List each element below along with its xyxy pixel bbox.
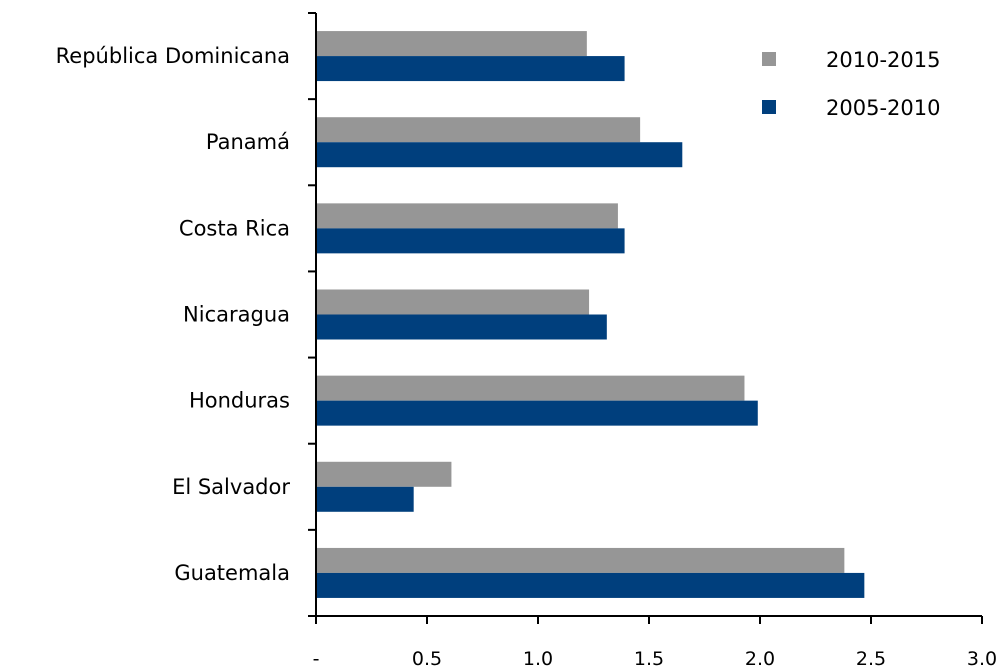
bar-series2 bbox=[316, 56, 625, 82]
x-tick-label: 1.5 bbox=[634, 648, 664, 670]
bar-series1 bbox=[316, 461, 452, 487]
category-label: República Dominicana bbox=[56, 44, 290, 68]
x-tick-label: 3.0 bbox=[967, 648, 997, 670]
bar-series1 bbox=[316, 117, 641, 143]
bar-series2 bbox=[316, 142, 683, 168]
category-label: El Salvador bbox=[172, 475, 290, 499]
bar-series1 bbox=[316, 375, 745, 401]
bar-series2 bbox=[316, 228, 625, 254]
category-labels: República Dominicana Panamá Costa Rica Nica… bbox=[56, 44, 291, 585]
x-tick-label: 1.0 bbox=[523, 648, 553, 670]
bar-series2 bbox=[316, 486, 414, 512]
bar-series2 bbox=[316, 572, 865, 598]
bar-series1 bbox=[316, 31, 587, 57]
legend: 2010-2015 2005-2010 bbox=[762, 48, 940, 120]
legend-swatch bbox=[762, 100, 776, 114]
category-label: Guatemala bbox=[174, 561, 290, 585]
bar-series1 bbox=[316, 289, 590, 315]
x-tick-label: 2.0 bbox=[745, 648, 775, 670]
bar-series2 bbox=[316, 400, 758, 426]
x-tick-labels: - 0.5 1.0 1.5 2.0 2.5 3.0 bbox=[313, 648, 998, 670]
category-label: Costa Rica bbox=[179, 216, 290, 240]
category-label: Nicaragua bbox=[183, 303, 290, 327]
bar-series1 bbox=[316, 203, 618, 229]
category-label: Panamá bbox=[206, 130, 290, 154]
x-tick-label: 0.5 bbox=[412, 648, 442, 670]
x-tick-label: 2.5 bbox=[856, 648, 886, 670]
legend-label: 2005-2010 bbox=[826, 96, 940, 120]
legend-label: 2010-2015 bbox=[826, 48, 940, 72]
bar-series2 bbox=[316, 314, 607, 340]
bar-series1 bbox=[316, 547, 845, 573]
legend-swatch bbox=[762, 52, 776, 66]
bars-group bbox=[316, 31, 865, 598]
category-label: Honduras bbox=[189, 389, 290, 413]
ticks-group bbox=[308, 12, 983, 624]
x-tick-label: - bbox=[313, 648, 320, 670]
